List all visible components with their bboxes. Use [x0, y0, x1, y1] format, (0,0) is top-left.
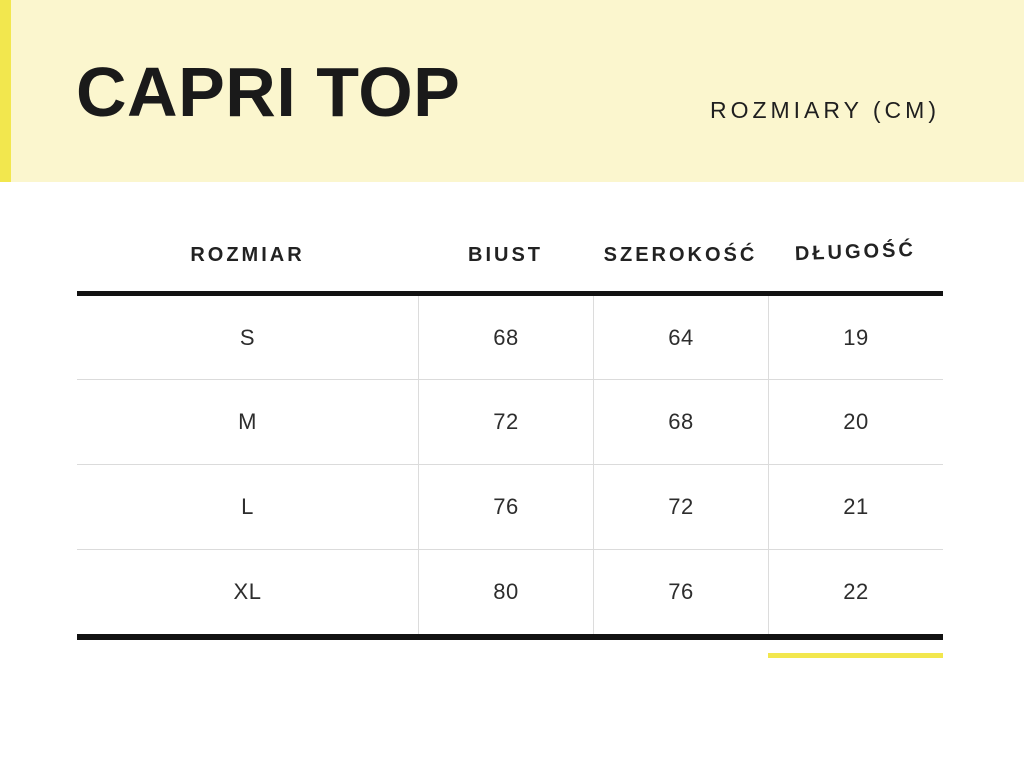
dlugosc-value-cell: 19: [768, 296, 943, 379]
szerokosc-value-cell: 72: [593, 465, 768, 549]
column-header-szerokosc: SZEROKOŚĆ: [603, 244, 758, 266]
biust-value-cell: 80: [418, 550, 593, 634]
table-row: M 72 68 20: [77, 380, 943, 465]
szerokosc-value-cell: 64: [593, 296, 768, 379]
biust-value-cell: 68: [418, 296, 593, 379]
column-header-biust: BIUST: [468, 244, 543, 266]
header-band: CAPRI TOP ROZMIARY (CM): [0, 0, 1024, 182]
table-body: S 68 64 19 M 72 68 20 L 76 72 21 XL 80 7…: [77, 296, 943, 640]
biust-value-cell: 76: [418, 465, 593, 549]
column-header-dlugosc: DŁUGOŚĆ: [794, 238, 917, 266]
size-cell: S: [239, 324, 256, 350]
page-subtitle: ROZMIARY (CM): [709, 97, 940, 123]
size-cell: L: [241, 494, 254, 519]
size-cell: XL: [233, 579, 262, 604]
dlugosc-value-cell: 21: [768, 465, 943, 549]
length-column-underline: [768, 653, 943, 658]
table-row: S 68 64 19: [77, 296, 943, 380]
page-title: CAPRI TOP: [76, 53, 461, 131]
accent-bar: [0, 0, 11, 182]
szerokosc-value-cell: 76: [593, 550, 768, 634]
biust-value-cell: 72: [418, 380, 593, 464]
column-header-rozmiar: ROZMIAR: [190, 244, 305, 266]
size-table: ROZMIAR BIUST SZEROKOŚĆ DŁUGOŚĆ S 68 64 …: [77, 220, 943, 640]
table-header-row: ROZMIAR BIUST SZEROKOŚĆ DŁUGOŚĆ: [77, 220, 943, 296]
table-row: XL 80 76 22: [77, 550, 943, 634]
dlugosc-value-cell: 22: [768, 550, 943, 634]
dlugosc-value-cell: 20: [768, 380, 943, 464]
table-row: L 76 72 21: [77, 465, 943, 550]
size-cell: M: [238, 409, 257, 434]
szerokosc-value-cell: 68: [593, 380, 768, 464]
